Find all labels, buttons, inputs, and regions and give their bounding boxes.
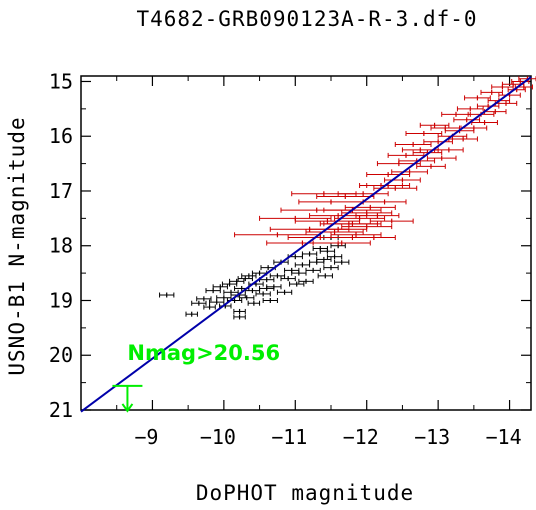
data-point <box>276 289 293 295</box>
data-point <box>255 291 271 297</box>
plot-area: 15 16 17 18 19 20 21 −9 −10 −11 −12 −13 −14 Nmag>20… <box>49 69 536 449</box>
data-point <box>441 111 471 117</box>
data-point <box>305 267 321 273</box>
data-point <box>216 295 232 301</box>
data-point <box>191 300 207 306</box>
data-point <box>234 232 321 238</box>
data-point <box>369 218 414 224</box>
x-tick-label: −11 <box>271 425 307 449</box>
data-point <box>239 295 255 301</box>
data-point <box>196 296 212 302</box>
x-axis-label: DoPHOT magnitude <box>196 481 414 505</box>
data-point <box>237 276 253 282</box>
data-point <box>394 141 432 147</box>
x-ticks: −9 −10 −11 −12 −13 −14 <box>116 76 522 449</box>
data-point <box>344 204 396 210</box>
y-ticks: 15 16 17 18 19 20 21 <box>49 69 531 422</box>
y-tick-label: 19 <box>49 288 73 312</box>
data-point <box>289 281 305 287</box>
data-point <box>205 288 221 294</box>
data-point <box>323 265 339 271</box>
y-tick-label: 17 <box>49 179 73 203</box>
data-point <box>391 169 428 175</box>
data-point <box>159 292 175 298</box>
data-point <box>280 276 296 282</box>
data-point <box>291 191 357 197</box>
data-point <box>423 139 453 145</box>
data-point <box>507 87 526 93</box>
data-point <box>233 314 246 320</box>
plot-frame <box>80 75 532 411</box>
limit-label: Nmag>20.56 <box>127 341 280 365</box>
data-point <box>233 308 246 314</box>
fit-line <box>80 76 532 413</box>
data-point <box>262 297 278 303</box>
y-tick-label: 20 <box>49 343 73 367</box>
y-tick-label: 18 <box>49 234 73 258</box>
data-point <box>203 304 216 310</box>
data-point <box>291 270 307 276</box>
data-point <box>317 273 333 279</box>
y-axis-label: USNO-B1 N-magnitude <box>5 116 29 375</box>
data-point <box>298 278 314 284</box>
data-point <box>351 235 396 241</box>
data-point <box>498 92 521 98</box>
y-tick-label: 16 <box>49 124 73 148</box>
x-tick-label: −9 <box>134 425 158 449</box>
data-point <box>294 262 311 268</box>
data-point <box>484 109 507 115</box>
data-point <box>294 218 361 224</box>
data-point <box>341 210 393 216</box>
data-point <box>448 136 478 142</box>
data-point <box>185 311 198 317</box>
data-point <box>269 273 286 279</box>
data-point <box>426 155 457 161</box>
data-point <box>229 278 245 284</box>
data-point <box>316 256 332 262</box>
data-point <box>471 120 498 126</box>
data-point <box>416 163 446 169</box>
data-point <box>362 199 407 205</box>
data-point <box>434 147 464 153</box>
data-point <box>453 117 481 123</box>
y-tick-label: 21 <box>49 398 73 422</box>
data-point <box>212 284 228 290</box>
x-tick-label: −12 <box>343 425 379 449</box>
data-points <box>159 76 536 320</box>
data-point <box>334 215 386 221</box>
data-point <box>316 193 375 199</box>
data-point <box>312 240 371 246</box>
data-point <box>384 177 421 183</box>
data-point <box>247 300 261 306</box>
data-point <box>387 152 425 158</box>
data-point <box>259 285 275 291</box>
limit-annotation: Nmag>20.56 <box>112 341 280 413</box>
chart-title: T4682-GRB090123A-R-3.df-0 <box>136 7 477 31</box>
data-point <box>480 89 503 95</box>
data-point <box>366 172 411 178</box>
data-point <box>405 130 443 136</box>
data-point <box>330 232 382 238</box>
x-tick-label: −14 <box>486 425 522 449</box>
data-point <box>494 100 518 106</box>
data-point <box>334 259 350 265</box>
y-tick-label: 15 <box>49 69 73 93</box>
x-tick-label: −10 <box>200 425 236 449</box>
data-point <box>464 95 491 101</box>
x-tick-label: −13 <box>414 425 450 449</box>
data-point <box>355 213 400 219</box>
data-point <box>209 299 225 305</box>
data-point <box>419 122 450 128</box>
data-point <box>305 229 364 235</box>
limit-arrow-head <box>121 403 134 413</box>
data-point <box>241 273 257 279</box>
data-point <box>301 251 318 257</box>
data-point <box>309 226 368 232</box>
data-point <box>319 248 336 254</box>
data-point <box>298 199 364 205</box>
data-point <box>326 254 343 260</box>
data-point <box>456 106 484 112</box>
data-point <box>287 235 353 241</box>
